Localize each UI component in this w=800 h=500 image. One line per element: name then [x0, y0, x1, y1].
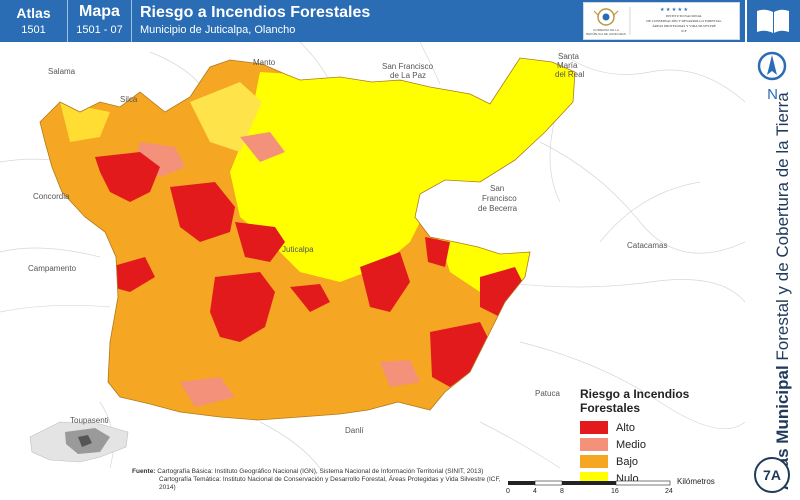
place-label-catacamas: Catacamas: [627, 241, 668, 250]
legend-label-medio: Medio: [616, 438, 646, 451]
map-label: Mapa: [79, 3, 120, 20]
place-label-sm-real-2: María: [557, 61, 578, 70]
place-label-manto: Manto: [253, 58, 276, 67]
place-label-sf-becerra-2: Francisco: [482, 194, 517, 203]
atlas-book-cell: [745, 0, 800, 42]
scale-bar-graphic: [508, 480, 671, 486]
honduras-seal-icon: GOBIERNO DE LA REPÚBLICA DE HONDURAS: [586, 8, 626, 36]
place-label-campamento: Campamento: [28, 264, 77, 273]
map-number-cell: Mapa 1501 - 07: [68, 0, 132, 42]
atlas-cell: Atlas 1501: [0, 0, 68, 42]
scale-tick-24: 24: [665, 488, 673, 495]
municipality-boundary: [39, 57, 576, 421]
svg-text:ICF: ICF: [681, 29, 686, 33]
source-credits: Fuente: Cartografía Básica: Instituto Ge…: [132, 468, 512, 492]
map-number: 1501 - 07: [76, 24, 123, 36]
place-label-sf-paz-2: de La Paz: [390, 71, 427, 80]
icf-logo-icon: ★ ★ ★ ★ ★ INSTITUTO NACIONAL DE CONSERVA…: [646, 7, 721, 33]
place-label-sm-real-1: Santa: [558, 52, 579, 61]
source-line-1: Cartografía Básica: Instituto Geográfico…: [157, 468, 484, 475]
scale-tick-16: 16: [611, 488, 619, 495]
page-subtitle: Municipio de Juticalpa, Olancho: [140, 24, 296, 36]
svg-text:★ ★ ★ ★ ★: ★ ★ ★ ★ ★: [660, 7, 688, 13]
legend-item-bajo: Bajo: [580, 453, 745, 470]
legend-title: Riesgo a Incendios Forestales: [580, 387, 690, 415]
place-label-sf-paz-1: San Francisco: [382, 62, 434, 71]
place-label-patuca: Patuca: [535, 389, 560, 398]
svg-text:INSTITUTO NACIONAL: INSTITUTO NACIONAL: [666, 14, 702, 18]
header-bar: Atlas 1501 Mapa 1501 - 07 Riesgo a Incen…: [0, 0, 745, 42]
legend: Riesgo a Incendios Forestales Alto Medio…: [580, 387, 745, 487]
atlas-title-rest: Forestal y de Cobertura de la Tierra: [773, 92, 792, 366]
place-label-sm-real-3: del Real: [555, 70, 585, 79]
source-line-2: Cartografía Temática: Instituto Nacional…: [159, 476, 501, 491]
legend-swatch-medio: [580, 438, 608, 451]
honduras-locator-map: [29, 421, 129, 463]
title-cell: Riesgo a Incendios Forestales Municipio …: [132, 0, 572, 42]
scale-unit: Kilómetros: [677, 477, 715, 486]
north-arrow-icon: [757, 51, 787, 81]
place-label-salama: Salama: [48, 67, 76, 76]
legend-label-bajo: Bajo: [616, 455, 639, 468]
atlas-sidebar: N Atlas Municipal Forestal y de Cobertur…: [745, 42, 800, 500]
map-section-badge: 7A: [754, 457, 790, 493]
legend-item-medio: Medio: [580, 436, 745, 453]
legend-label-alto: Alto: [616, 421, 635, 434]
atlas-label: Atlas: [16, 5, 51, 21]
svg-text:REPÚBLICA DE HONDURAS: REPÚBLICA DE HONDURAS: [586, 31, 626, 36]
place-label-juticalpa: Juticalpa: [282, 245, 314, 254]
north-label: N: [767, 86, 778, 103]
svg-text:GOBIERNO DE LA: GOBIERNO DE LA: [593, 28, 619, 32]
legend-swatch-alto: [580, 421, 608, 434]
scale-tick-0: 0: [506, 488, 510, 495]
scale-bar: 0 4 8 16 24 Kilómetros: [505, 476, 735, 498]
place-label-sf-becerra-1: San: [490, 184, 505, 193]
place-label-sf-becerra-3: de Becerra: [478, 204, 518, 213]
scale-tick-8: 8: [560, 488, 564, 495]
place-label-concordia: Concordia: [33, 192, 70, 201]
source-label: Fuente:: [132, 468, 156, 475]
institution-logo-graphic: GOBIERNO DE LA REPÚBLICA DE HONDURAS ★ ★…: [586, 7, 722, 36]
svg-text:DE CONSERVACIÓN Y DESARROLLO F: DE CONSERVACIÓN Y DESARROLLO FORESTAL: [646, 18, 721, 23]
legend-item-alto: Alto: [580, 419, 745, 436]
place-label-danli: Danlí: [345, 426, 364, 435]
scale-tick-4: 4: [533, 488, 537, 495]
institution-logos: GOBIERNO DE LA REPÚBLICA DE HONDURAS ★ ★…: [583, 2, 740, 40]
page-title: Riesgo a Incendios Forestales: [140, 4, 371, 21]
place-label-silca: Silca: [120, 95, 138, 104]
svg-text:ÁREAS PROTEGIDAS Y VIDA SILVES: ÁREAS PROTEGIDAS Y VIDA SILVESTRE: [652, 23, 716, 28]
fire-risk-map: [0, 42, 745, 468]
atlas-vertical-title: Atlas Municipal Forestal y de Cobertura …: [773, 70, 793, 490]
open-book-icon: [757, 9, 789, 33]
legend-swatch-bajo: [580, 455, 608, 468]
atlas-number: 1501: [21, 24, 46, 36]
place-label-toupasenti: Toupasenti: [70, 416, 109, 425]
